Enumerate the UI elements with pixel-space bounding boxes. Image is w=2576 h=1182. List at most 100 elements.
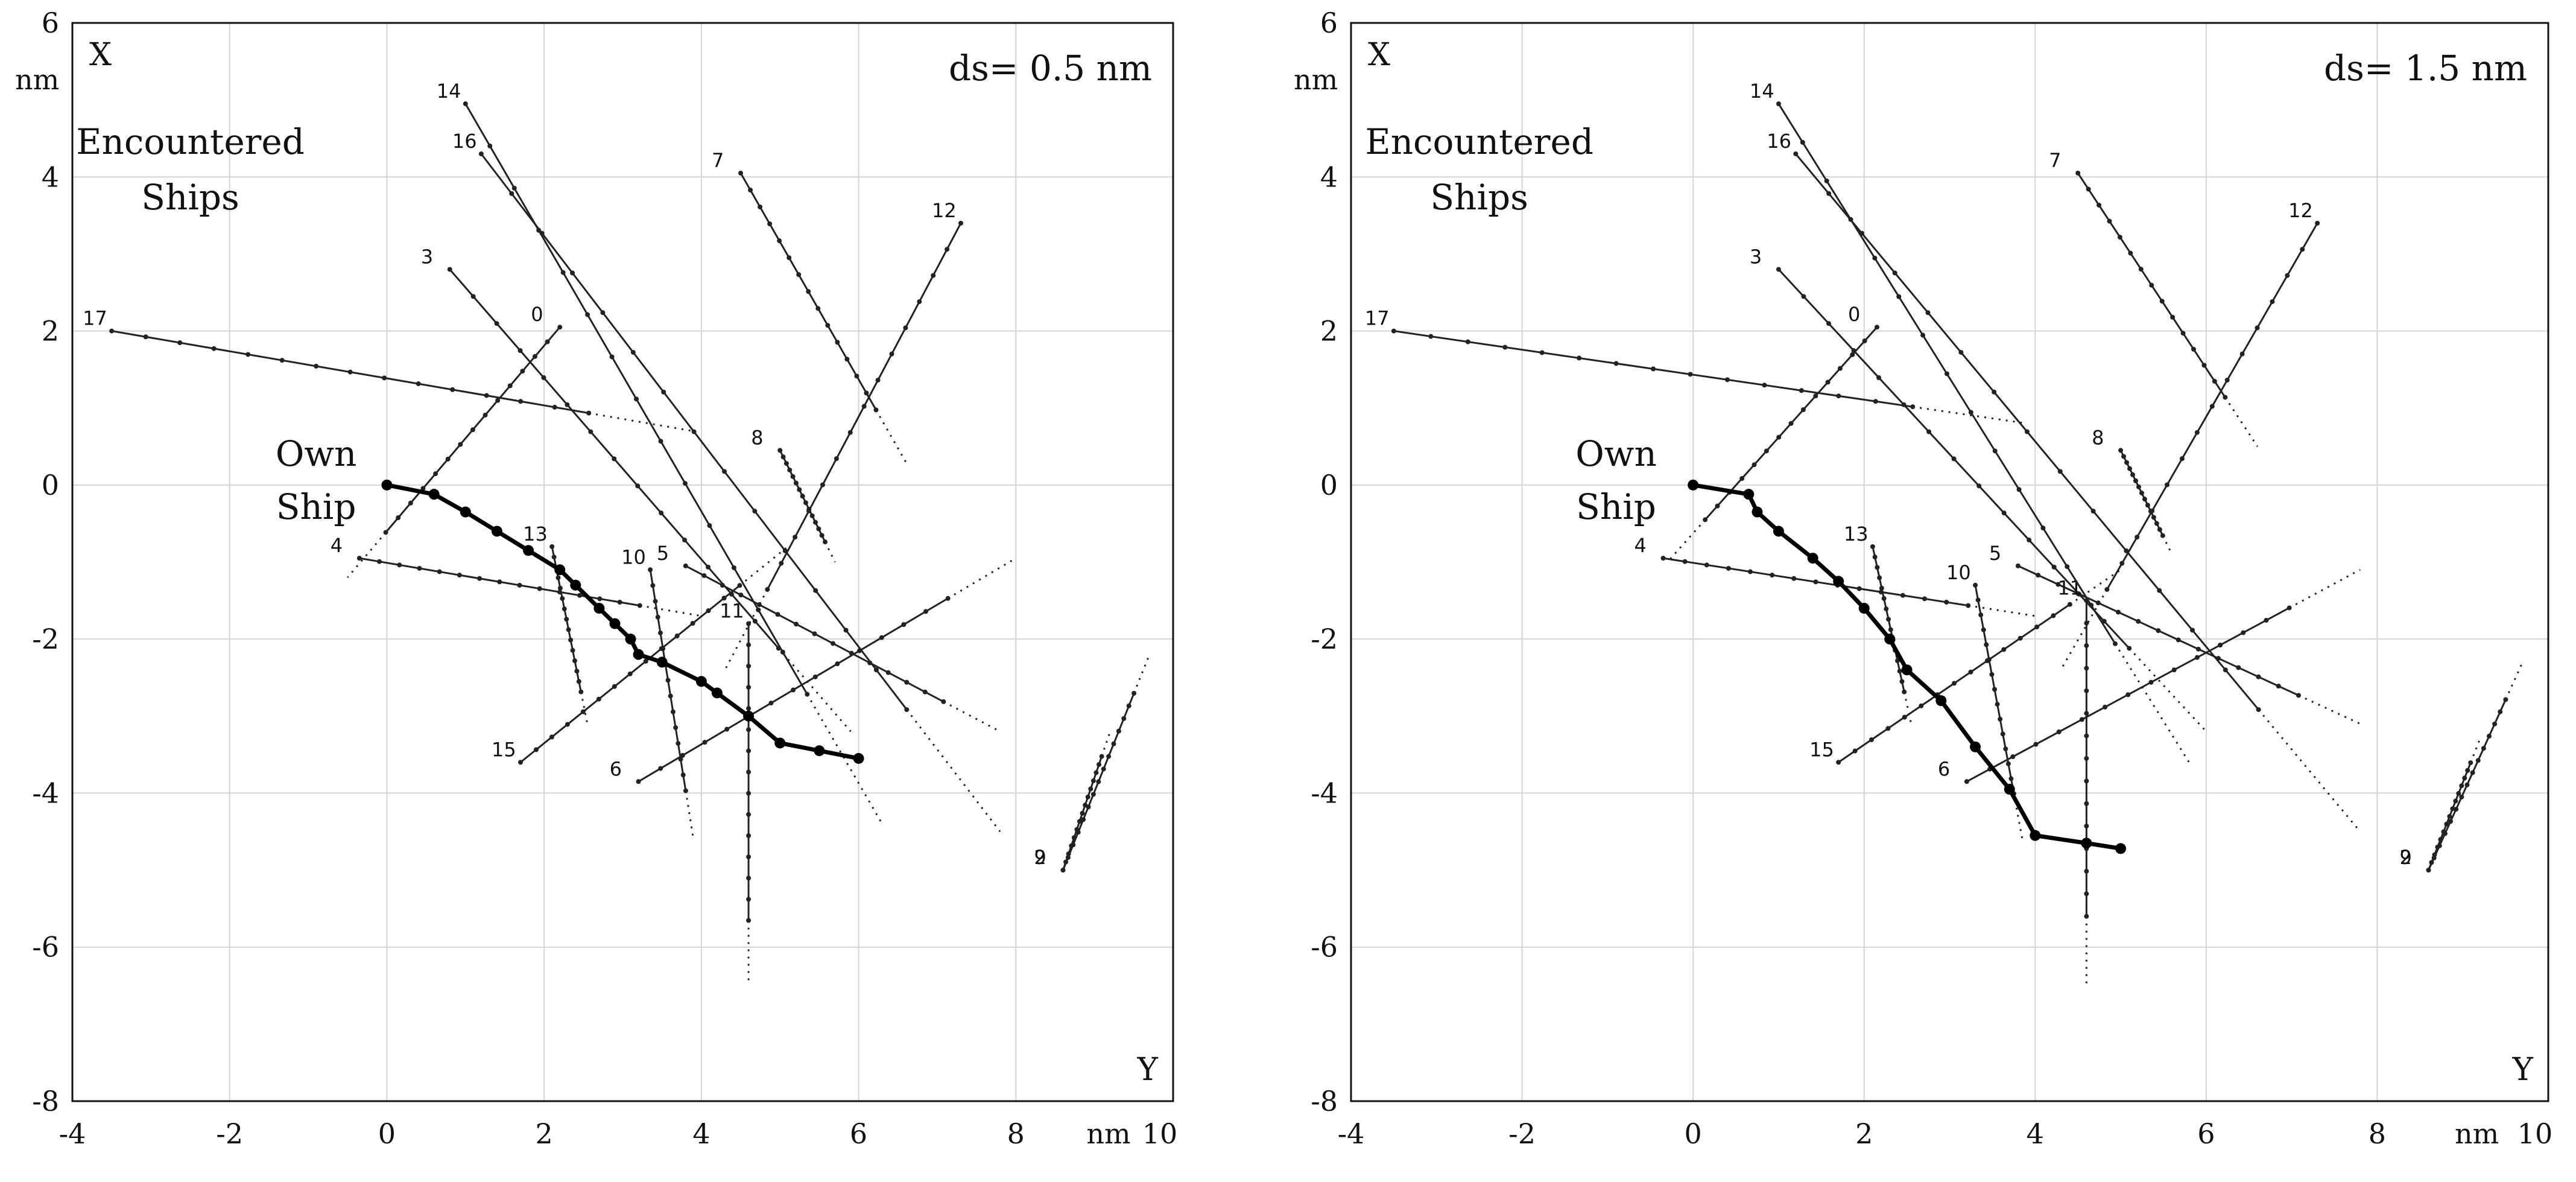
ship-5-point [683,563,688,568]
ship-7-point [825,323,831,328]
ship-14-track-tail [806,693,883,825]
ship-9-point [1069,843,1074,848]
own-ship-point [2030,830,2041,841]
ship-5-point [720,583,725,588]
ship-11-point [746,812,752,817]
own-ship-point [554,564,566,576]
x-tick-label: 4 [2027,1117,2044,1150]
ship-11-point [746,706,752,711]
own-ship-point [743,710,755,722]
ship-3-track-tail [2128,647,2207,732]
ship-9-point [2435,844,2440,850]
ship-10-point [673,725,679,730]
ship-17-point [586,410,592,416]
y-tick-label: 4 [42,160,59,193]
ship-9-point [2426,868,2431,873]
ship-6-track-tail [2288,568,2361,609]
ship-6-point [2079,717,2084,722]
ship-3-point [2001,510,2007,516]
ship-11-point [2084,733,2089,739]
ship-3-point [1826,321,1831,326]
ship-5-point [794,621,799,627]
ship-10-track-tail [685,790,695,840]
ship-12-point [820,482,825,488]
ship-10-point [653,599,658,604]
ship-16-point [1793,151,1799,156]
ship-10-point [1978,612,1984,618]
ship-9-point [2441,829,2446,834]
ship-3-point [2051,564,2057,570]
ship-12-point [2194,430,2200,435]
ship-3-point [2027,538,2032,543]
ship-17-point [314,363,319,369]
ship-15-point [737,583,742,588]
ship-7-point [844,357,850,362]
y-tick-label: 2 [1320,315,1338,348]
ship-17-point [109,328,115,334]
ship-16-point [1892,270,1897,276]
ship-3-point [682,538,688,543]
ship-2-point [2503,697,2508,702]
ship-3-point [1801,294,1806,299]
ship-16-point [752,509,758,514]
ship-15-point [565,722,570,727]
ship-6-point [2286,605,2292,611]
ship-13-point [1899,679,1905,684]
ship-7-point [2212,378,2217,384]
ship-13-point [1884,606,1889,612]
ship-6-point [1964,779,1969,784]
ship-14-label: 14 [437,80,461,103]
ship-14-point [609,354,615,360]
ship-11-point [2084,778,2089,784]
ship-14-point [1824,178,1829,183]
own-ship-label: Own Ship [276,433,357,527]
ship-0-point [520,369,525,374]
ship-13-point [1897,669,1902,674]
ship-15-point [2017,635,2023,641]
ship-5-track-tail [2298,694,2361,725]
ship-0-point [1715,503,1720,509]
ship-8-point [2139,491,2144,496]
ship-7-point [748,187,753,192]
ship-10-point [1981,627,1986,632]
ship-5-point [2136,618,2141,624]
ship-6-point [2056,729,2062,735]
ship-9-label: 9 [1034,846,1046,869]
ship-11-point [746,685,752,690]
ship-4-point [437,569,442,574]
ship-13-track-tail [580,691,589,724]
ship-10-label: 10 [1946,561,1971,584]
ship-14-point [1800,139,1805,145]
ship-17-point [177,340,183,346]
ship-0-point [470,427,475,433]
ship-5-point [2236,665,2241,670]
ship-0-point [1825,380,1831,385]
ship-16-point [2090,509,2096,514]
ship-15-point [1869,737,1874,742]
ship-15-point [533,747,539,752]
ship-3-track-tail [777,647,852,732]
ship-14-point [487,143,493,148]
own-ship-point [1752,506,1763,518]
ship-16-point [661,389,666,395]
ship-15-point [721,596,727,601]
x-tick-label: 10 [1142,1117,1178,1150]
ship-12-point [875,378,881,383]
chart-panel-2: -4 -2 0 2 4 6 8 10 -8 -6 -4 -2 0 2 4 6 nm Y Xnm ds= 1.5 nm E… [1294,7,2552,1150]
y-unit-label: nm [15,63,59,96]
ship-0-point [1739,476,1745,481]
ship-8-point [2145,503,2150,508]
ship-4-point [1748,569,1753,574]
ship-0-point [445,456,451,462]
ship-4-point [1726,565,1731,571]
ship-5-label: 5 [657,542,669,565]
ship-7-point [796,272,802,278]
ship-7-point [864,390,869,396]
own-ship-point [625,634,636,645]
ship-12-point [2135,535,2140,540]
ship-10-point [1998,716,2003,722]
ship-7-point [2180,331,2186,336]
own-ship-point [695,676,707,687]
x-tick-label: 2 [536,1117,553,1150]
ship-3-point [1976,483,1982,489]
